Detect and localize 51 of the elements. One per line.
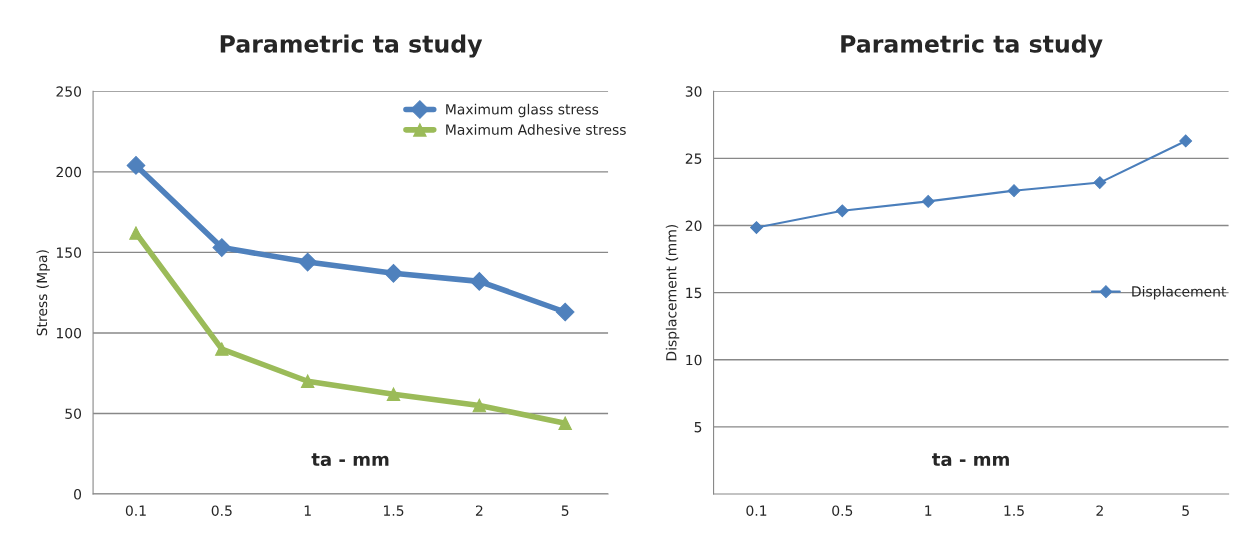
y-tick-label: 25 (685, 153, 702, 164)
y-tick-label: 250 (56, 86, 82, 97)
point (1179, 134, 1193, 148)
point (384, 263, 403, 283)
point (472, 398, 487, 413)
chart-title: Parametric ta study (220, 34, 483, 58)
point (215, 342, 229, 356)
point (558, 416, 572, 430)
x-axis-title: ta - mm (311, 453, 389, 467)
point (129, 226, 143, 240)
x-tick-label: 0.1 (746, 505, 767, 516)
x-tick-label: 5 (1182, 505, 1189, 516)
y-tick-label: 20 (685, 220, 702, 232)
x-tick-label: 1.5 (383, 505, 404, 516)
legend-label: Displacement (1132, 285, 1227, 300)
y-tick-label: 30 (685, 86, 702, 97)
x-tick-label: 5 (561, 505, 569, 516)
y-tick-label: 150 (56, 247, 82, 258)
point (386, 387, 401, 401)
x-tick-label: 1 (925, 505, 932, 516)
legend-label: Maximum Adhesive stress (446, 124, 626, 135)
point (555, 302, 575, 322)
y-tick-label: 0 (74, 489, 82, 500)
legend-label: Maximum glass stress (446, 103, 599, 118)
x-tick-label: 1.5 (1004, 505, 1024, 516)
y-tick-label: 5 (694, 422, 702, 433)
y-axis-title: Displacement (mm) (665, 224, 680, 361)
y-tick-label: 15 (686, 287, 702, 299)
point (469, 272, 489, 291)
point (750, 221, 763, 234)
y-axis-title: Stress (Mpa) (36, 250, 50, 336)
point (835, 204, 849, 218)
chart-title: Parametric ta study (841, 34, 1103, 58)
y-tick-label: 100 (56, 327, 82, 339)
x-tick-label: 0.5 (832, 505, 853, 516)
y-tick-label: 50 (65, 408, 82, 419)
x-axis-title: ta - mm (932, 453, 1009, 467)
point (1093, 176, 1107, 189)
point (300, 374, 315, 389)
x-tick-label: 2 (1096, 505, 1103, 516)
x-tick-label: 1 (304, 505, 311, 516)
y-tick-label: 200 (56, 166, 82, 178)
point (126, 156, 146, 175)
x-tick-label: 2 (475, 505, 483, 516)
x-tick-label: 0.1 (125, 505, 146, 516)
point (298, 252, 318, 272)
point (1007, 184, 1021, 198)
point (212, 238, 232, 257)
x-tick-label: 0.5 (211, 505, 232, 516)
point (921, 194, 935, 208)
y-tick-label: 10 (686, 354, 702, 366)
